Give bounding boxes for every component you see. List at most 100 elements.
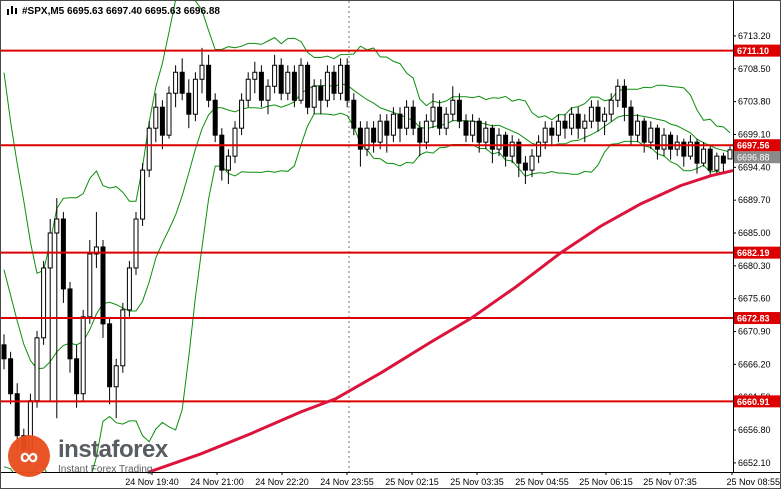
- price-tick-label: 6656.80: [738, 425, 771, 435]
- candle-body: [397, 113, 403, 129]
- candle-body: [318, 85, 324, 101]
- candle-body: [146, 127, 152, 171]
- price-tick-label: 6675.60: [738, 294, 771, 304]
- candle-body: [595, 106, 601, 122]
- candle-body: [357, 127, 363, 150]
- candle-body: [1, 344, 7, 360]
- candle-body: [186, 92, 192, 115]
- candle-body: [54, 218, 60, 234]
- candle-body: [727, 149, 733, 160]
- time-tick-label: 24 Nov 19:40: [125, 477, 179, 487]
- candle-body: [450, 99, 456, 115]
- bollinger-middle-band: [3, 83, 731, 370]
- candle-body: [67, 288, 73, 360]
- time-tick-label: 25 Nov 04:55: [515, 477, 569, 487]
- candle-body: [14, 393, 20, 437]
- candle-body: [384, 120, 390, 136]
- candle-body: [423, 120, 429, 143]
- candle-body: [192, 78, 198, 115]
- candle-body: [588, 106, 594, 122]
- candle-body: [621, 85, 627, 108]
- candle-body: [549, 127, 555, 136]
- candle-body: [252, 71, 258, 80]
- bid-price-label-bg: [734, 151, 780, 164]
- candle-body: [483, 127, 489, 143]
- bollinger-lower-band: [3, 112, 731, 472]
- candle-body: [463, 120, 469, 136]
- candle-body: [126, 267, 132, 311]
- candle-body: [344, 64, 350, 101]
- candle-body: [470, 120, 476, 136]
- watermark-tagline: Instant Forex Trading: [58, 463, 153, 475]
- candle-body: [489, 127, 495, 150]
- time-tick-label: 25 Nov 03:35: [450, 477, 504, 487]
- level-price-label: 6682.19: [737, 248, 770, 258]
- candle-body: [615, 85, 621, 101]
- candle-body: [707, 148, 713, 171]
- candle-body: [694, 141, 700, 164]
- candle-body: [562, 120, 568, 129]
- candle-body: [278, 64, 284, 94]
- candle-body: [569, 113, 575, 129]
- candle-body: [509, 141, 515, 157]
- chart-header: #SPX,M5 6695.63 6697.40 6695.63 6696.88: [6, 5, 220, 17]
- candle-body: [404, 106, 410, 129]
- candle-body: [476, 120, 482, 143]
- level-price-label: 6672.83: [737, 314, 770, 324]
- candle-body: [641, 120, 647, 143]
- candle-body: [93, 246, 99, 255]
- bid-price-label: 6696.88: [737, 153, 770, 163]
- candle-body: [654, 127, 660, 150]
- candle-body: [272, 64, 278, 87]
- candle-body: [298, 64, 304, 101]
- candle-body: [390, 113, 396, 136]
- symbol-ohlc-label: #SPX,M5 6695.63 6697.40 6695.63 6696.88: [22, 5, 220, 17]
- candle-body: [536, 141, 542, 157]
- candle-body: [720, 155, 726, 164]
- candle-body: [443, 113, 449, 129]
- time-tick-label: 24 Nov 22:20: [255, 477, 309, 487]
- time-tick-label: 25 Nov 08:55: [726, 477, 780, 487]
- candle-body: [364, 127, 370, 150]
- time-tick-label: 24 Nov 23:55: [320, 477, 374, 487]
- time-tick-label: 25 Nov 06:15: [579, 477, 633, 487]
- candle-body: [582, 120, 588, 129]
- level-price-label: 6697.56: [737, 141, 770, 151]
- level-price-label: 6711.10: [737, 46, 769, 56]
- candle-body: [371, 127, 377, 143]
- candle-body: [701, 148, 707, 164]
- candle-body: [635, 120, 641, 136]
- candle-body: [166, 92, 172, 136]
- price-tick-label: 6689.70: [738, 195, 771, 205]
- candle-body: [47, 232, 53, 269]
- candle-body: [338, 64, 344, 94]
- candles: [1, 47, 733, 463]
- candle-body: [529, 155, 535, 171]
- level-price-label-bg: [734, 44, 780, 57]
- level-price-label-bg: [734, 246, 780, 259]
- price-tick-label: 6708.50: [738, 64, 771, 74]
- candle-body: [153, 106, 159, 129]
- instaforex-watermark: ∞ instaforex Instant Forex Trading: [8, 435, 168, 477]
- candle-body: [239, 99, 245, 129]
- candle-body: [179, 71, 185, 94]
- level-price-label-bg: [734, 312, 780, 325]
- candle-body: [496, 134, 502, 150]
- candle-body: [113, 365, 119, 388]
- candle-body: [120, 309, 126, 367]
- candle-body: [377, 120, 383, 143]
- candle-body: [60, 218, 66, 290]
- candle-body: [173, 71, 179, 94]
- candle-body: [687, 141, 693, 157]
- candle-body: [351, 99, 357, 129]
- price-tick-label: 6703.80: [738, 97, 771, 107]
- candle-body: [437, 106, 443, 129]
- candle-body: [681, 141, 687, 157]
- candle-body: [133, 218, 139, 269]
- candle-body: [331, 71, 337, 94]
- candle-body: [206, 64, 212, 101]
- candle-body: [714, 155, 720, 171]
- candle-body: [305, 64, 311, 108]
